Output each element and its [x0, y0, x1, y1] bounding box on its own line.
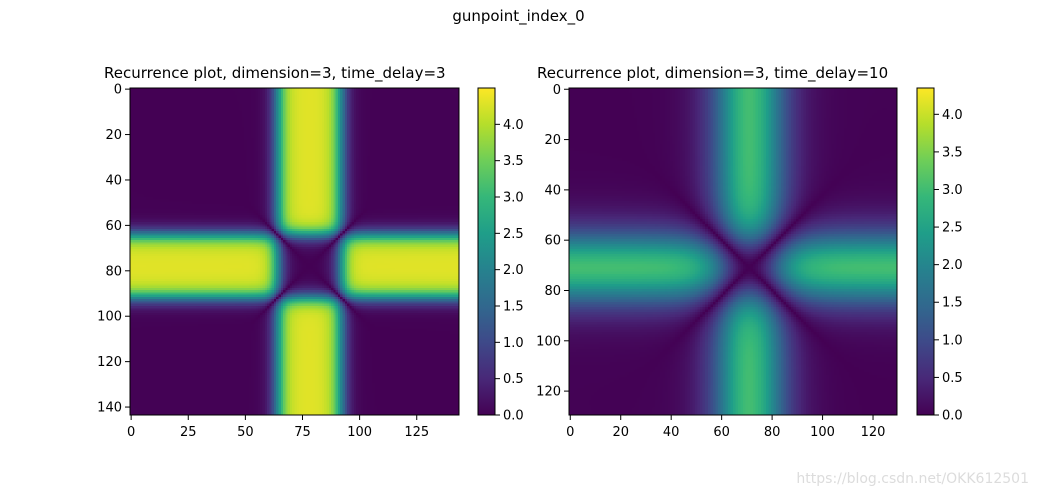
y-tick-label: 40 — [105, 173, 122, 188]
y-tick-label: 100 — [536, 334, 561, 349]
colorbar-tick-label: 3.0 — [503, 191, 524, 206]
x-tick-label: 25 — [180, 425, 197, 440]
right-plot-title: Recurrence plot, dimension=3, time_delay… — [537, 64, 889, 82]
colorbar — [916, 87, 935, 416]
y-tick-label: 60 — [544, 234, 561, 249]
colorbar-tick-label: 0.0 — [942, 409, 963, 424]
colorbar-tick-label: 0.5 — [503, 372, 524, 387]
x-tick-label: 75 — [294, 425, 311, 440]
left-plot-title: Recurrence plot, dimension=3, time_delay… — [104, 64, 446, 82]
right-recurrence-panel: 0 20 40 60 80 100 120 0 20 40 60 80 100 120 0.0 0.5 1.0 1… — [536, 83, 963, 440]
colorbar-tick-label: 0.5 — [942, 371, 963, 386]
plot-frame — [568, 87, 898, 416]
x-tick-label: 80 — [764, 425, 781, 440]
y-tick-label: 80 — [105, 264, 122, 279]
x-tick-label: 0 — [127, 425, 135, 440]
x-tick-label: 100 — [810, 425, 835, 440]
y-tick-label: 0 — [553, 83, 561, 98]
recurrence-heatmap-image — [130, 88, 459, 415]
x-tick-label: 60 — [713, 425, 730, 440]
colorbar-tick-label: 1.5 — [942, 296, 963, 311]
y-tick-label: 80 — [544, 284, 561, 299]
x-tick-label: 125 — [404, 425, 429, 440]
colorbar-tick-label: 3.5 — [942, 145, 963, 160]
y-tick-label: 20 — [105, 128, 122, 143]
colorbar-tick-label: 4.0 — [503, 118, 524, 133]
x-tick-label: 20 — [612, 425, 629, 440]
figure-title: gunpoint_index_0 — [452, 7, 585, 25]
watermark-text: https://blog.csdn.net/OKK612501 — [796, 471, 1029, 487]
colorbar-tick-label: 0.0 — [503, 409, 524, 424]
y-tick-label: 40 — [544, 183, 561, 198]
y-tick-label: 120 — [536, 385, 561, 400]
colorbar-tick-label: 3.5 — [503, 154, 524, 169]
colorbar-tick-label: 1.5 — [503, 300, 524, 315]
colorbar-tick-label: 2.0 — [503, 263, 524, 278]
x-tick-label: 100 — [347, 425, 372, 440]
x-tick-label: 40 — [663, 425, 680, 440]
x-tick-label: 0 — [566, 425, 574, 440]
x-tick-label: 120 — [861, 425, 886, 440]
colorbar-tick-label: 2.0 — [942, 258, 963, 273]
colorbar-tick-label: 3.0 — [942, 183, 963, 198]
plot-frame — [129, 87, 460, 416]
colorbar-tick-label: 1.0 — [942, 333, 963, 348]
colorbar-tick-label: 2.5 — [942, 221, 963, 236]
colorbar-tick-label: 1.0 — [503, 336, 524, 351]
y-tick-label: 20 — [544, 133, 561, 148]
y-tick-label: 140 — [97, 401, 122, 416]
colorbar-tick-label: 4.0 — [942, 108, 963, 123]
y-tick-label: 60 — [105, 219, 122, 234]
y-tick-label: 0 — [114, 83, 122, 98]
recurrence-heatmap-image — [569, 88, 897, 415]
y-tick-label: 120 — [97, 355, 122, 370]
colorbar — [477, 87, 496, 416]
colorbar-tick-label: 2.5 — [503, 227, 524, 242]
left-recurrence-panel: 0 25 50 75 100 125 0 20 40 60 80 100 120 140 0.0 0.5 1.0… — [97, 83, 524, 440]
x-tick-label: 50 — [237, 425, 254, 440]
y-tick-label: 100 — [97, 310, 122, 325]
